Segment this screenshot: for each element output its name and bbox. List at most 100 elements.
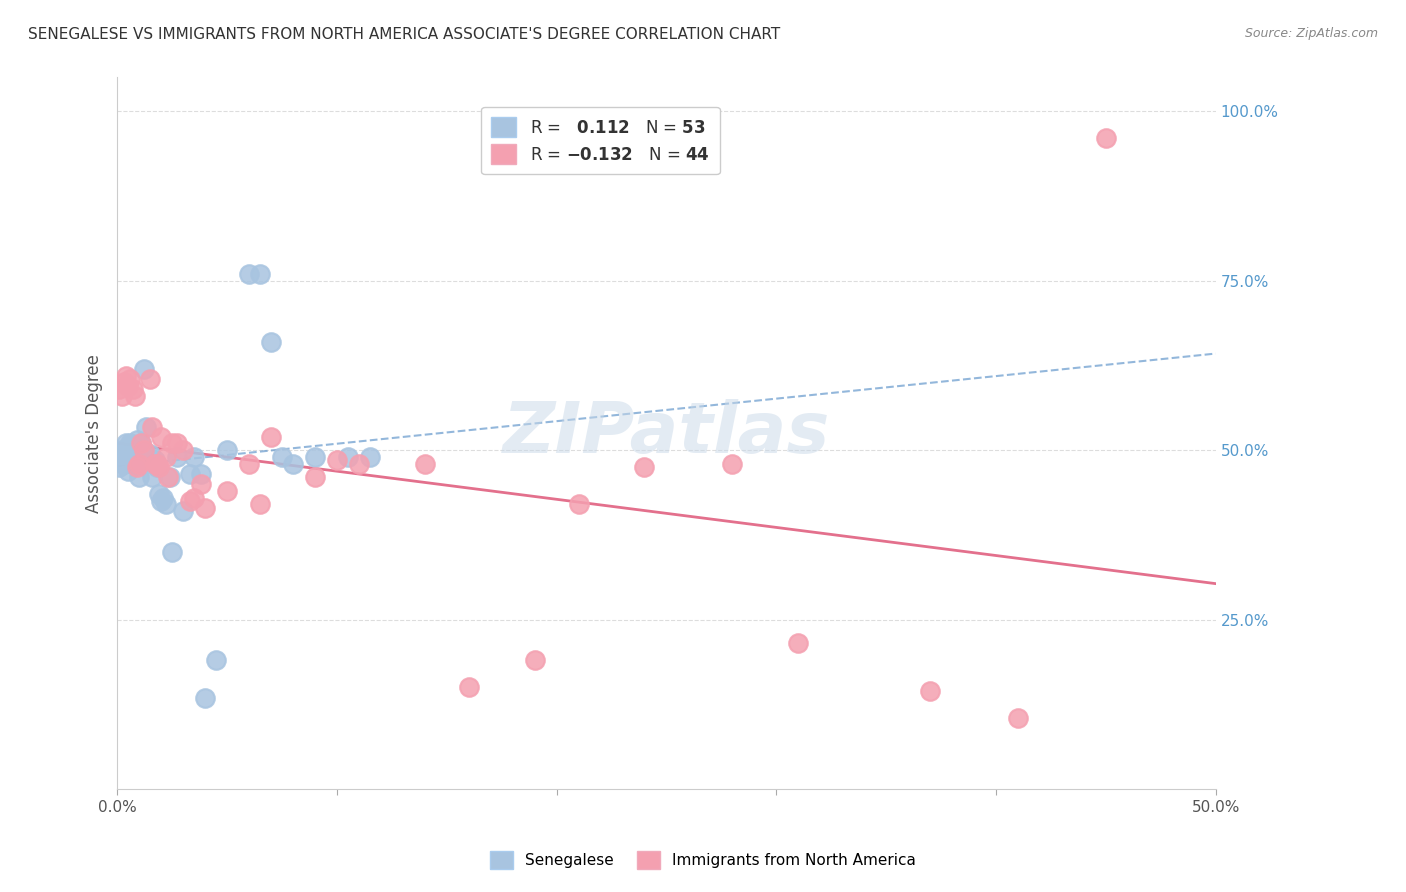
Point	[1007, 711, 1029, 725]
Point	[215, 443, 238, 458]
Point	[156, 470, 179, 484]
Point	[117, 443, 139, 458]
Point	[787, 636, 810, 650]
Point	[117, 453, 139, 467]
Point	[143, 457, 166, 471]
Point	[124, 440, 146, 454]
Point	[166, 450, 188, 464]
Point	[139, 447, 162, 461]
Point	[112, 376, 135, 390]
Point	[567, 498, 589, 512]
Point	[120, 372, 142, 386]
Point	[721, 457, 744, 471]
Point	[271, 450, 294, 464]
Point	[304, 450, 326, 464]
Point	[131, 450, 153, 464]
Point	[128, 457, 150, 471]
Point	[215, 483, 238, 498]
Point	[135, 419, 157, 434]
Point	[249, 498, 271, 512]
Point	[260, 334, 283, 349]
Point	[347, 457, 370, 471]
Point	[131, 436, 153, 450]
Text: ZIPatlas: ZIPatlas	[503, 399, 830, 467]
Point	[326, 453, 349, 467]
Point	[132, 362, 155, 376]
Point	[121, 382, 143, 396]
Point	[115, 436, 138, 450]
Point	[159, 470, 181, 484]
Point	[128, 457, 150, 471]
Point	[523, 653, 546, 667]
Point	[304, 470, 326, 484]
Point	[155, 498, 177, 512]
Point	[148, 460, 170, 475]
Point	[194, 500, 217, 515]
Point	[143, 453, 166, 467]
Point	[125, 433, 148, 447]
Point	[260, 430, 283, 444]
Point	[136, 450, 159, 464]
Point	[172, 443, 194, 458]
Point	[139, 372, 162, 386]
Point	[249, 267, 271, 281]
Point	[359, 450, 381, 464]
Point	[121, 457, 143, 471]
Point	[125, 460, 148, 475]
Point	[145, 460, 167, 475]
Point	[190, 467, 212, 481]
Point	[117, 464, 139, 478]
Point	[205, 653, 228, 667]
Point	[112, 457, 135, 471]
Point	[238, 267, 260, 281]
Point	[115, 368, 138, 383]
Point	[457, 681, 479, 695]
Point	[155, 450, 177, 464]
Point	[166, 436, 188, 450]
Point	[179, 494, 201, 508]
Point	[108, 460, 131, 475]
Point	[148, 487, 170, 501]
Legend: Senegalese, Immigrants from North America: Senegalese, Immigrants from North Americ…	[484, 845, 922, 875]
Point	[336, 450, 359, 464]
Point	[918, 684, 941, 698]
Point	[120, 440, 142, 454]
Point	[172, 504, 194, 518]
Point	[131, 436, 153, 450]
Point	[110, 389, 132, 403]
Point	[121, 443, 143, 458]
Point	[125, 443, 148, 458]
Point	[132, 443, 155, 458]
Point	[124, 444, 146, 458]
Point	[120, 436, 142, 450]
Point	[179, 467, 201, 481]
Point	[190, 477, 212, 491]
Point	[183, 491, 205, 505]
Legend: R =   $\mathbf{0.112}$   N = $\mathbf{53}$, R = $\mathbf{-0.132}$   N = $\mathbf: R = $\mathbf{0.112}$ N = $\mathbf{53}$, …	[481, 107, 720, 175]
Point	[194, 690, 217, 705]
Point	[160, 545, 183, 559]
Point	[117, 379, 139, 393]
Point	[112, 450, 135, 464]
Point	[1094, 131, 1116, 145]
Point	[150, 494, 173, 508]
Text: SENEGALESE VS IMMIGRANTS FROM NORTH AMERICA ASSOCIATE'S DEGREE CORRELATION CHART: SENEGALESE VS IMMIGRANTS FROM NORTH AMER…	[28, 27, 780, 42]
Point	[145, 457, 167, 471]
Point	[115, 447, 138, 461]
Point	[238, 457, 260, 471]
Point	[150, 430, 173, 444]
Point	[128, 470, 150, 484]
Point	[152, 491, 174, 505]
Point	[124, 450, 146, 464]
Point	[141, 470, 163, 484]
Text: Source: ZipAtlas.com: Source: ZipAtlas.com	[1244, 27, 1378, 40]
Point	[160, 436, 183, 450]
Point	[183, 450, 205, 464]
Point	[128, 443, 150, 458]
Point	[633, 460, 655, 475]
Point	[413, 457, 436, 471]
Point	[124, 389, 146, 403]
Point	[281, 457, 304, 471]
Point	[110, 443, 132, 458]
Point	[108, 382, 131, 396]
